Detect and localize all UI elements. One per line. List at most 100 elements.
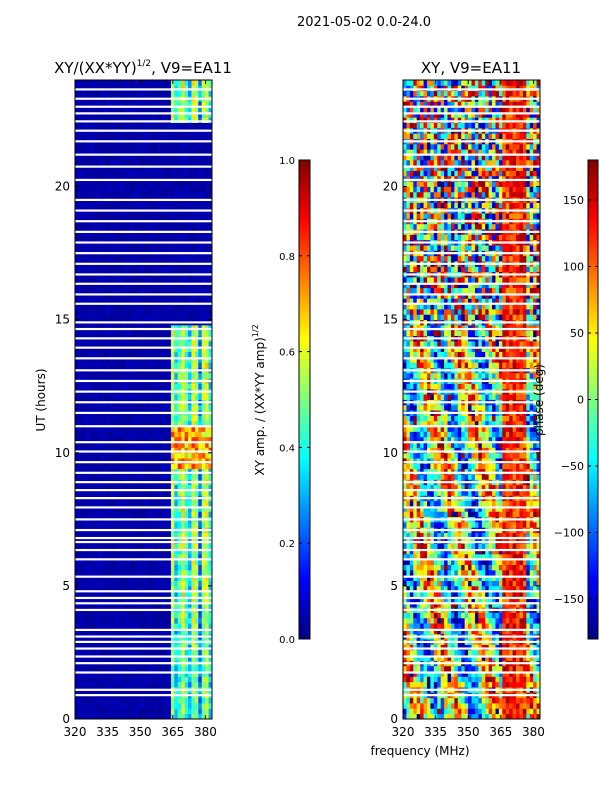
heatmap-cell	[126, 308, 131, 315]
heatmap-cell	[133, 170, 138, 177]
heatmap-cell	[194, 665, 199, 672]
heatmap-cell	[75, 330, 79, 336]
heatmap-cell	[198, 591, 203, 597]
heatmap-cell	[208, 101, 213, 108]
heatmap-cell	[102, 468, 107, 475]
heatmap-cell	[98, 575, 103, 581]
heatmap-cell	[126, 175, 131, 182]
heatmap-cell	[119, 106, 124, 113]
heatmap-cell	[174, 314, 179, 321]
colorbar-tick-label: 1.0	[279, 156, 295, 167]
heatmap-cell	[160, 420, 165, 427]
heatmap-cell	[181, 442, 185, 448]
heatmap-cell	[95, 452, 100, 459]
heatmap-cell	[194, 713, 199, 720]
heatmap-cell	[167, 506, 172, 512]
heatmap-cell	[164, 442, 168, 448]
heatmap-cell	[201, 436, 206, 443]
heatmap-cell	[191, 490, 196, 496]
heatmap-cell	[188, 308, 192, 315]
data-gap	[75, 489, 212, 492]
heatmap-cell	[150, 362, 155, 368]
heatmap-cell	[191, 308, 196, 315]
heatmap-cell	[85, 708, 90, 715]
figure-title: 2021-05-02 0.0-24.0	[297, 15, 431, 30]
data-gap	[75, 694, 212, 697]
heatmap-cell	[201, 175, 206, 182]
heatmap-cell	[164, 559, 168, 565]
heatmap-cell	[146, 458, 151, 464]
heatmap-cell	[129, 553, 134, 560]
heatmap-cell	[157, 468, 162, 475]
heatmap-cell	[129, 596, 134, 603]
heatmap-cell	[98, 277, 103, 283]
heatmap-cell	[184, 713, 189, 720]
heatmap-cell	[88, 362, 93, 368]
heatmap-cell	[78, 298, 83, 305]
heatmap-cell	[78, 655, 83, 661]
heatmap-cell	[133, 85, 138, 92]
heatmap-cell	[88, 372, 93, 379]
heatmap-cell	[208, 420, 213, 427]
heatmap-cell	[208, 596, 213, 603]
heatmap-cell	[201, 324, 206, 331]
heatmap-cell	[150, 681, 155, 688]
heatmap-cell	[181, 149, 185, 155]
heatmap-cell	[198, 330, 203, 336]
heatmap-cell	[160, 314, 165, 321]
heatmap-cell	[194, 394, 199, 400]
heatmap-cell	[88, 383, 93, 390]
heatmap-cell	[98, 122, 103, 129]
heatmap-cell	[98, 133, 103, 139]
heatmap-cell	[88, 628, 93, 635]
heatmap-cell	[85, 159, 90, 166]
heatmap-cell	[116, 293, 120, 299]
heatmap-cell	[133, 703, 138, 709]
heatmap-cell	[136, 362, 141, 368]
heatmap-cell	[133, 484, 138, 491]
heatmap-cell	[102, 458, 107, 464]
heatmap-cell	[85, 543, 90, 550]
heatmap-cell	[95, 713, 100, 720]
heatmap-cell	[85, 644, 90, 651]
heatmap-cell	[194, 644, 199, 651]
heatmap-cell	[194, 154, 199, 161]
heatmap-cell	[143, 90, 148, 97]
heatmap-cell	[184, 287, 189, 294]
heatmap-cell	[140, 372, 144, 379]
heatmap-cell	[75, 287, 79, 294]
heatmap-cell	[98, 85, 103, 92]
heatmap-cell	[129, 293, 134, 299]
heatmap-cell	[512, 713, 517, 720]
heatmap-cell	[150, 623, 155, 629]
heatmap-cell	[205, 340, 209, 347]
heatmap-cell	[160, 202, 165, 209]
heatmap-cell	[88, 521, 93, 528]
heatmap-cell	[191, 596, 196, 603]
heatmap-cell	[102, 383, 107, 390]
heatmap-cell	[201, 346, 206, 352]
heatmap-cell	[126, 506, 131, 512]
heatmap-cell	[191, 420, 196, 427]
heatmap-cell	[129, 277, 134, 283]
heatmap-cell	[129, 186, 134, 193]
heatmap-cell	[146, 649, 151, 656]
heatmap-cell	[150, 90, 155, 97]
heatmap-cell	[201, 255, 206, 262]
heatmap-cell	[174, 713, 179, 720]
heatmap-cell	[205, 463, 209, 470]
heatmap-cell	[112, 617, 117, 624]
heatmap-cell	[160, 90, 165, 97]
heatmap-cell	[160, 255, 165, 262]
heatmap-cell	[95, 553, 100, 560]
heatmap-cell	[146, 543, 151, 550]
heatmap-cell	[188, 223, 192, 230]
heatmap-cell	[105, 463, 110, 470]
heatmap-cell	[122, 362, 127, 368]
heatmap-cell	[78, 580, 83, 587]
heatmap-cell	[129, 282, 134, 289]
heatmap-cell	[119, 612, 124, 619]
heatmap-cell	[88, 644, 93, 651]
heatmap-cell	[198, 564, 203, 571]
heatmap-cell	[150, 282, 155, 289]
